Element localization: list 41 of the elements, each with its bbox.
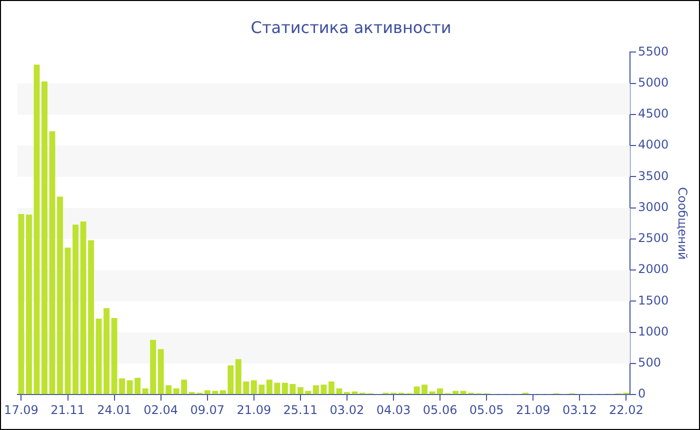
x-tick-label: 21.09 <box>236 402 272 417</box>
bar <box>422 384 428 394</box>
x-tick-label: 17.09 <box>4 402 38 417</box>
y-tick-label: 3000 <box>638 200 669 214</box>
y-tick-label: 4000 <box>638 138 669 152</box>
y-tick-label: 1500 <box>638 293 669 308</box>
x-tick-label: 21.09 <box>516 402 550 417</box>
bar <box>72 224 78 394</box>
bar <box>414 386 420 394</box>
y-tick-label: 2000 <box>638 262 669 276</box>
x-tick-label: 03.02 <box>330 402 364 417</box>
x-tick-label: 09.07 <box>190 402 225 417</box>
y-tick-label: 4500 <box>638 106 669 121</box>
bar <box>328 382 334 394</box>
bar <box>80 222 86 394</box>
x-tick-label: 05.05 <box>469 402 504 417</box>
bar <box>42 81 48 394</box>
y-tick-label: 1000 <box>638 324 669 338</box>
bar <box>88 240 94 394</box>
bar <box>57 196 63 394</box>
bar <box>18 214 24 394</box>
x-tick-label: 05.06 <box>422 402 458 417</box>
chart-title: Статистика активности <box>250 18 452 37</box>
y-tick-label: 500 <box>638 356 661 370</box>
bar <box>26 214 32 394</box>
x-tick-label: 04.03 <box>376 402 411 417</box>
y-tick-label: 2500 <box>638 231 669 246</box>
x-tick-label: 03.12 <box>562 402 597 417</box>
y-tick-label: 5500 <box>638 44 669 58</box>
bar <box>34 64 40 394</box>
y-tick-label: 0 <box>638 386 646 401</box>
x-tick-label: 02.04 <box>144 402 178 417</box>
y-tick-label: 5000 <box>638 75 669 90</box>
x-tick-label: 25.11 <box>283 402 318 417</box>
x-tick-label: 24.01 <box>97 402 132 417</box>
x-tick-label: 21.11 <box>50 402 85 417</box>
x-tick-label: 22.02 <box>609 402 644 417</box>
bar <box>64 248 71 394</box>
bar <box>49 131 56 394</box>
y-axis-title: Сообщений <box>676 187 690 260</box>
y-tick-label: 3500 <box>638 168 669 183</box>
